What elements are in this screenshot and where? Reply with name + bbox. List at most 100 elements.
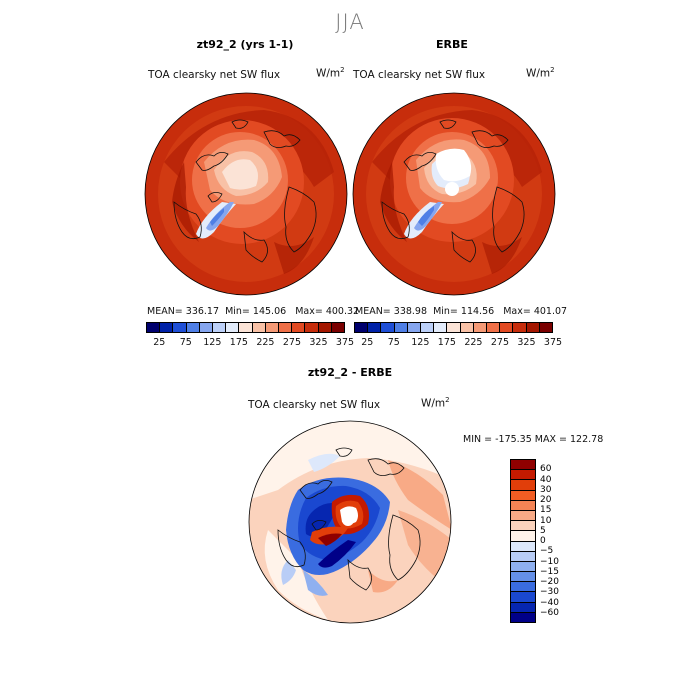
colorbar-swatch	[292, 323, 306, 332]
diff-colorbar-tick-label: 30	[540, 484, 552, 495]
diff-colorbar	[510, 459, 536, 623]
panel-1-colorbar	[146, 322, 345, 333]
panel-2-variable: TOA clearsky net SW flux	[353, 69, 486, 81]
colorbar-swatch	[526, 323, 540, 332]
panel-1-min: Min= 145.06	[225, 306, 287, 317]
diff-colorbar-tick-label: 60	[540, 464, 552, 475]
colorbar-swatch	[331, 323, 345, 332]
colorbar-swatch	[513, 323, 527, 332]
colorbar-swatch	[434, 323, 448, 332]
diff-panel-units: W/m2	[421, 396, 450, 410]
diff-colorbar-tick-label: −5	[540, 546, 554, 557]
colorbar-tick-label: 75	[387, 337, 400, 348]
panel-1-max: Max= 400.32	[295, 306, 360, 317]
diff-colorbar-tick-label: 0	[540, 536, 546, 546]
colorbar-tick-label: 225	[464, 337, 483, 348]
colorbar-tick-label: 175	[229, 337, 248, 348]
colorbar-swatch	[487, 323, 501, 332]
colorbar-tick-label: 175	[437, 337, 456, 348]
diff-colorbar-tick-label: −20	[540, 577, 559, 587]
colorbar-tick-label: 25	[153, 337, 166, 348]
colorbar-tick-label: 375	[335, 337, 355, 348]
colorbar-swatch	[368, 323, 382, 332]
colorbar-swatch	[305, 323, 319, 332]
diff-colorbar-tick-label: −15	[540, 566, 559, 577]
panel-2-stats: MEAN= 338.98 Min= 114.56 Max= 401.07	[355, 306, 567, 317]
diff-colorbar-tick-label: −40	[540, 597, 559, 608]
diff-panel-variable: TOA clearsky net SW flux	[248, 399, 381, 411]
colorbar-tick-label: 125	[203, 337, 222, 348]
colorbar-tick-label: 275	[490, 337, 509, 348]
colorbar-swatch	[473, 323, 488, 332]
colorbar-swatch	[539, 323, 553, 332]
panel-1-colorbar-ticks: 25 75 125 175 225 275 325 375	[146, 337, 354, 349]
diff-colorbar-swatch	[511, 531, 535, 542]
colorbar-swatch	[447, 323, 461, 332]
colorbar-swatch	[500, 323, 514, 332]
diff-colorbar-swatch	[511, 561, 535, 573]
diff-colorbar-swatch	[511, 480, 535, 491]
colorbar-swatch	[213, 323, 227, 332]
main-title: JJA	[335, 10, 365, 34]
panel-2-min: Min= 114.56	[433, 306, 495, 317]
diff-colorbar-tick-label: 20	[540, 495, 552, 505]
diff-colorbar-swatch	[511, 470, 535, 481]
colorbar-swatch	[407, 323, 422, 332]
colorbar-swatch	[226, 323, 240, 332]
panel-1-units: W/m2	[316, 66, 345, 80]
diff-colorbar-tick-label: 40	[540, 474, 552, 485]
colorbar-tick-label: 275	[282, 337, 301, 348]
diff-colorbar-swatch	[511, 582, 535, 593]
diff-panel-polar-map	[248, 420, 452, 624]
colorbar-swatch	[318, 323, 332, 332]
colorbar-tick-label: 325	[309, 337, 328, 348]
colorbar-swatch	[460, 323, 474, 332]
panel-2-max: Max= 401.07	[503, 306, 568, 317]
colorbar-swatch	[173, 323, 187, 332]
panel-2-title: ERBE	[436, 38, 468, 51]
diff-colorbar-tick-label: −30	[540, 587, 559, 598]
panel-1-stats: MEAN= 336.17 Min= 145.06 Max= 400.32	[147, 306, 359, 317]
colorbar-tick-label: 225	[256, 337, 275, 348]
diff-panel-title: zt92_2 - ERBE	[307, 366, 393, 379]
diff-colorbar-swatch	[511, 490, 535, 501]
diff-colorbar-tick-label: 15	[540, 505, 552, 516]
colorbar-swatch	[381, 323, 395, 332]
diff-colorbar-swatch	[511, 592, 535, 603]
diff-colorbar-swatch	[511, 460, 535, 471]
diff-panel-minmax: MIN = -175.35 MAX = 122.78	[463, 434, 604, 445]
colorbar-tick-label: 125	[411, 337, 430, 348]
diff-colorbar-ticks: 60 40 30 20 15 10 5 0 −5 −10 −15 −20 −30 −40 −60	[540, 459, 580, 623]
colorbar-tick-label: 25	[361, 337, 374, 348]
colorbar-swatch	[160, 323, 174, 332]
colorbar-swatch	[421, 323, 435, 332]
diff-colorbar-swatch	[511, 612, 535, 622]
panel-2-polar-map	[352, 92, 556, 296]
panel-2-units: W/m2	[526, 66, 555, 80]
colorbar-swatch	[239, 323, 253, 332]
colorbar-tick-label: 375	[543, 337, 563, 348]
panel-1-polar-map	[144, 92, 348, 296]
panel-1-mean: MEAN= 336.17	[147, 306, 220, 317]
diff-colorbar-swatch	[511, 510, 535, 522]
colorbar-tick-label: 75	[179, 337, 192, 348]
colorbar-swatch	[186, 323, 200, 332]
colorbar-swatch	[147, 323, 161, 332]
panel-2-colorbar	[354, 322, 553, 333]
diff-colorbar-tick-label: 10	[540, 515, 552, 526]
colorbar-swatch	[394, 323, 408, 332]
panel-1-title: zt92_2 (yrs 1-1)	[196, 38, 294, 51]
diff-colorbar-swatch	[511, 521, 535, 532]
diff-colorbar-swatch	[511, 551, 535, 562]
colorbar-swatch	[252, 323, 266, 332]
panel-2-mean: MEAN= 338.98	[355, 306, 428, 317]
colorbar-swatch	[199, 323, 214, 332]
colorbar-tick-label: 325	[517, 337, 536, 348]
diff-colorbar-swatch	[511, 602, 535, 613]
diff-colorbar-tick-label: −60	[540, 607, 559, 618]
diff-colorbar-tick-label: −10	[540, 556, 559, 567]
diff-colorbar-swatch	[511, 572, 535, 583]
diff-colorbar-swatch	[511, 541, 535, 552]
colorbar-swatch	[355, 323, 369, 332]
diff-colorbar-tick-label: 5	[540, 525, 546, 536]
